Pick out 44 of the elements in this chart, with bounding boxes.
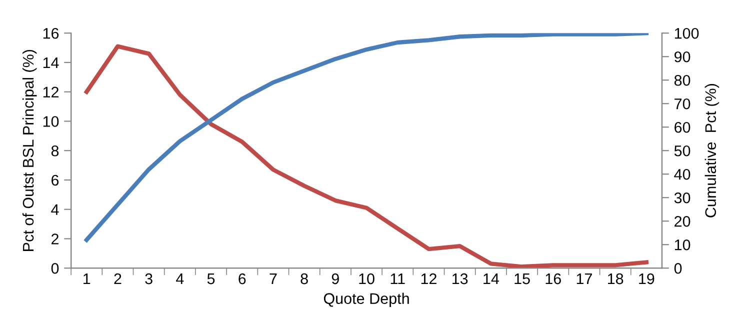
x-tick-label: 5 <box>207 274 215 284</box>
x-tick-label: 19 <box>639 273 654 284</box>
x-tick-label: 3 <box>145 273 152 284</box>
x-tick-label: 15 <box>514 274 530 284</box>
y-tick-label: 0 <box>51 262 59 274</box>
y2-tick-label: 80 <box>674 74 690 86</box>
y-tick-label: 14 <box>43 58 59 68</box>
y2-tick-label: 90 <box>674 51 690 62</box>
y2-axis-title: Cumulative Pct (%) <box>704 84 720 218</box>
y-tick-label: 6 <box>52 174 59 186</box>
y-tick-label: 10 <box>43 116 59 127</box>
y-tick-label: 4 <box>51 204 59 215</box>
y2-tick-label: 60 <box>674 122 690 133</box>
x-tick-label: 7 <box>270 274 277 284</box>
y-tick-label: 16 <box>43 28 59 39</box>
x-tick-label: 6 <box>238 273 246 284</box>
y2-tick-label: 70 <box>674 98 690 110</box>
y2-tick-label: 30 <box>674 192 690 204</box>
x-tick-label: 11 <box>390 274 405 284</box>
x-tick-label: 16 <box>546 273 561 284</box>
line-series <box>84 33 649 242</box>
x-tick-label: 14 <box>484 274 499 284</box>
y2-tick-label: 50 <box>674 145 690 156</box>
y2-tick-label: 40 <box>674 168 690 180</box>
y-tick-label: 8 <box>51 145 59 156</box>
y-tick-label: 12 <box>43 86 58 98</box>
x-tick-label: 1 <box>84 274 90 284</box>
y-tick-label: 2 <box>52 234 58 244</box>
x-axis-title: Quote Depth <box>324 292 409 308</box>
x-tick-label: 2 <box>114 273 122 284</box>
x-tick-label: 10 <box>359 273 374 284</box>
line-series <box>84 44 649 268</box>
x-tick-label: 17 <box>576 274 592 284</box>
y2-tick-label: 100 <box>674 28 699 39</box>
x-tick-label: 13 <box>452 273 468 284</box>
x-tick-label: 4 <box>176 274 184 284</box>
y2-tick-label: 10 <box>674 239 690 250</box>
x-tick-label: 9 <box>332 273 339 284</box>
y-axis-title: Pct of Outst BSL Principal (%) <box>22 50 37 251</box>
y2-tick-label: 20 <box>674 216 690 227</box>
x-tick-label: 8 <box>300 273 308 284</box>
x-tick-label: 12 <box>421 273 436 284</box>
y2-tick-label: 0 <box>674 262 682 274</box>
x-tick-label: 18 <box>608 273 624 284</box>
